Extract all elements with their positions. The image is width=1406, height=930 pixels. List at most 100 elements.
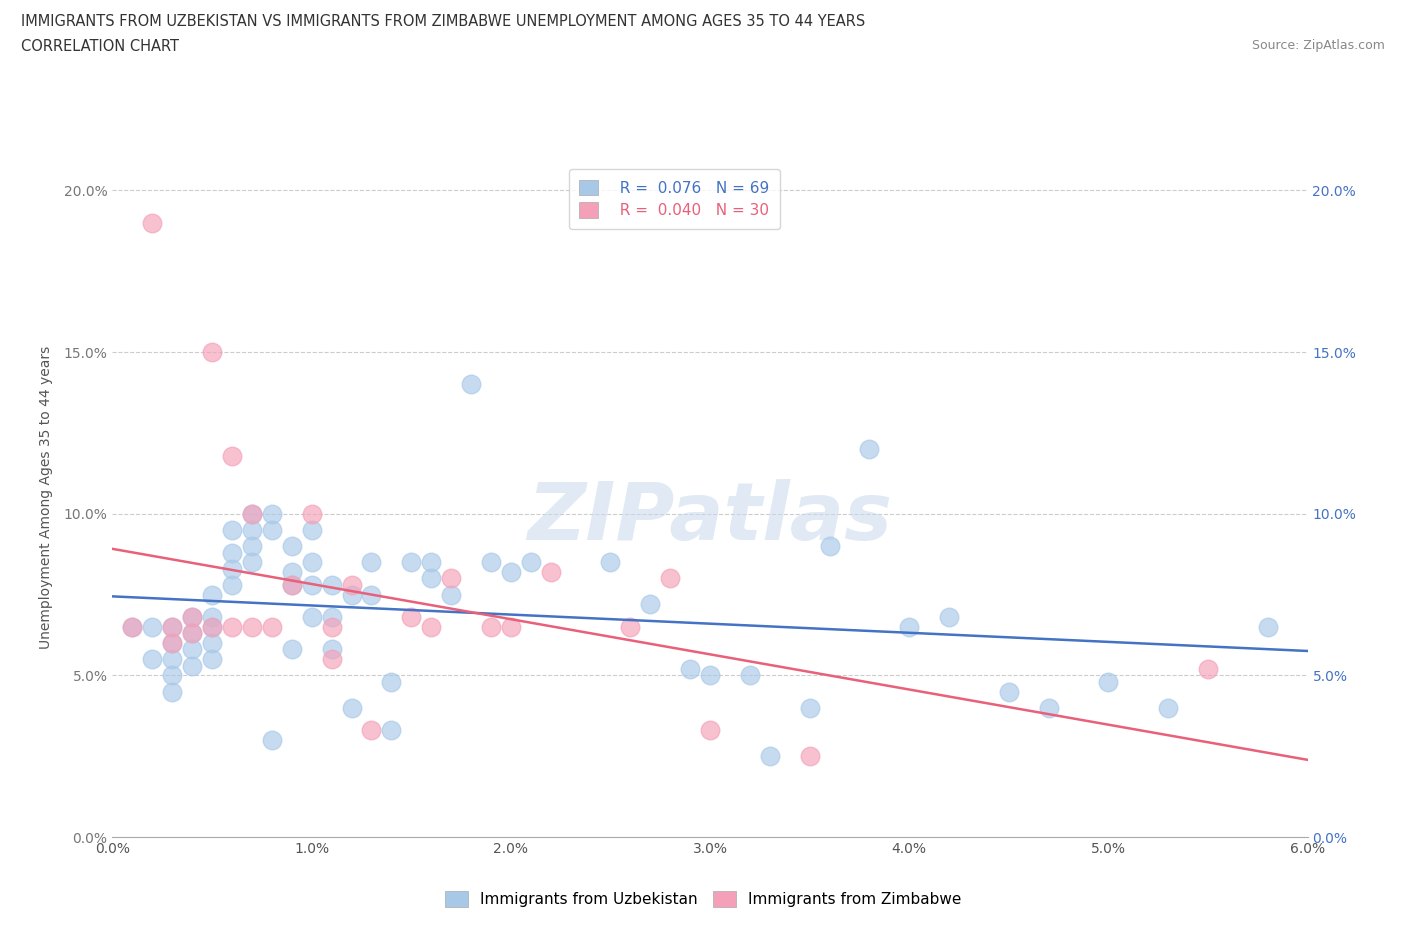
Legend:   R =  0.076   N = 69,   R =  0.040   N = 30: R = 0.076 N = 69, R = 0.040 N = 30 <box>568 169 780 229</box>
Point <box>738 668 761 683</box>
Point <box>360 587 382 602</box>
Point <box>360 723 382 737</box>
Point <box>520 555 543 570</box>
Point <box>201 587 224 602</box>
Point <box>759 749 782 764</box>
Point <box>121 619 143 634</box>
Point <box>181 658 204 673</box>
Point <box>162 668 183 683</box>
Point <box>599 555 621 570</box>
Point <box>221 448 243 463</box>
Text: Source: ZipAtlas.com: Source: ZipAtlas.com <box>1251 39 1385 52</box>
Point <box>281 578 304 592</box>
Point <box>281 642 304 657</box>
Point <box>799 700 821 715</box>
Point <box>301 578 323 592</box>
Point <box>699 668 721 683</box>
Point <box>799 749 821 764</box>
Point <box>818 538 841 553</box>
Point <box>221 545 243 560</box>
Point <box>420 555 443 570</box>
Point <box>301 506 323 521</box>
Point <box>201 345 224 360</box>
Point <box>181 642 204 657</box>
Point <box>240 619 263 634</box>
Point <box>638 597 662 612</box>
Point <box>260 733 283 748</box>
Point <box>321 619 343 634</box>
Point <box>260 619 283 634</box>
Point <box>221 578 243 592</box>
Text: CORRELATION CHART: CORRELATION CHART <box>21 39 179 54</box>
Point <box>121 619 143 634</box>
Point <box>1038 700 1060 715</box>
Point <box>201 619 224 634</box>
Point <box>162 619 183 634</box>
Text: IMMIGRANTS FROM UZBEKISTAN VS IMMIGRANTS FROM ZIMBABWE UNEMPLOYMENT AMONG AGES 3: IMMIGRANTS FROM UZBEKISTAN VS IMMIGRANTS… <box>21 14 865 29</box>
Point <box>281 538 304 553</box>
Point <box>440 587 463 602</box>
Point <box>162 635 183 650</box>
Point <box>141 652 163 667</box>
Legend: Immigrants from Uzbekistan, Immigrants from Zimbabwe: Immigrants from Uzbekistan, Immigrants f… <box>439 884 967 913</box>
Point <box>201 635 224 650</box>
Point <box>201 652 224 667</box>
Point <box>181 610 204 625</box>
Point <box>162 652 183 667</box>
Y-axis label: Unemployment Among Ages 35 to 44 years: Unemployment Among Ages 35 to 44 years <box>38 346 52 649</box>
Point <box>301 610 323 625</box>
Point <box>499 565 522 579</box>
Point <box>321 652 343 667</box>
Point <box>1197 661 1219 676</box>
Point <box>240 555 263 570</box>
Point <box>260 506 283 521</box>
Point <box>499 619 522 634</box>
Point <box>340 700 363 715</box>
Point <box>380 674 402 689</box>
Point <box>201 619 224 634</box>
Point <box>221 561 243 576</box>
Point <box>380 723 402 737</box>
Point <box>321 642 343 657</box>
Point <box>141 619 163 634</box>
Point <box>340 587 363 602</box>
Point <box>221 523 243 538</box>
Point <box>340 578 363 592</box>
Point <box>460 377 482 392</box>
Point <box>420 571 443 586</box>
Point <box>240 506 263 521</box>
Point <box>938 610 960 625</box>
Point <box>181 626 204 641</box>
Point <box>540 565 562 579</box>
Point <box>898 619 921 634</box>
Point <box>221 619 243 634</box>
Point <box>321 578 343 592</box>
Point <box>162 635 183 650</box>
Point <box>1257 619 1279 634</box>
Point <box>659 571 682 586</box>
Point <box>360 555 382 570</box>
Point <box>240 506 263 521</box>
Point <box>281 565 304 579</box>
Point <box>679 661 702 676</box>
Point <box>401 610 423 625</box>
Point <box>420 619 443 634</box>
Point <box>1097 674 1119 689</box>
Point <box>479 619 502 634</box>
Point <box>162 619 183 634</box>
Point <box>260 523 283 538</box>
Point <box>858 442 880 457</box>
Point <box>301 523 323 538</box>
Point <box>479 555 502 570</box>
Point <box>240 538 263 553</box>
Point <box>240 523 263 538</box>
Point <box>998 684 1021 699</box>
Point <box>321 610 343 625</box>
Point <box>699 723 721 737</box>
Point <box>1157 700 1180 715</box>
Point <box>162 684 183 699</box>
Point <box>281 578 304 592</box>
Point <box>181 626 204 641</box>
Point <box>440 571 463 586</box>
Point <box>141 216 163 231</box>
